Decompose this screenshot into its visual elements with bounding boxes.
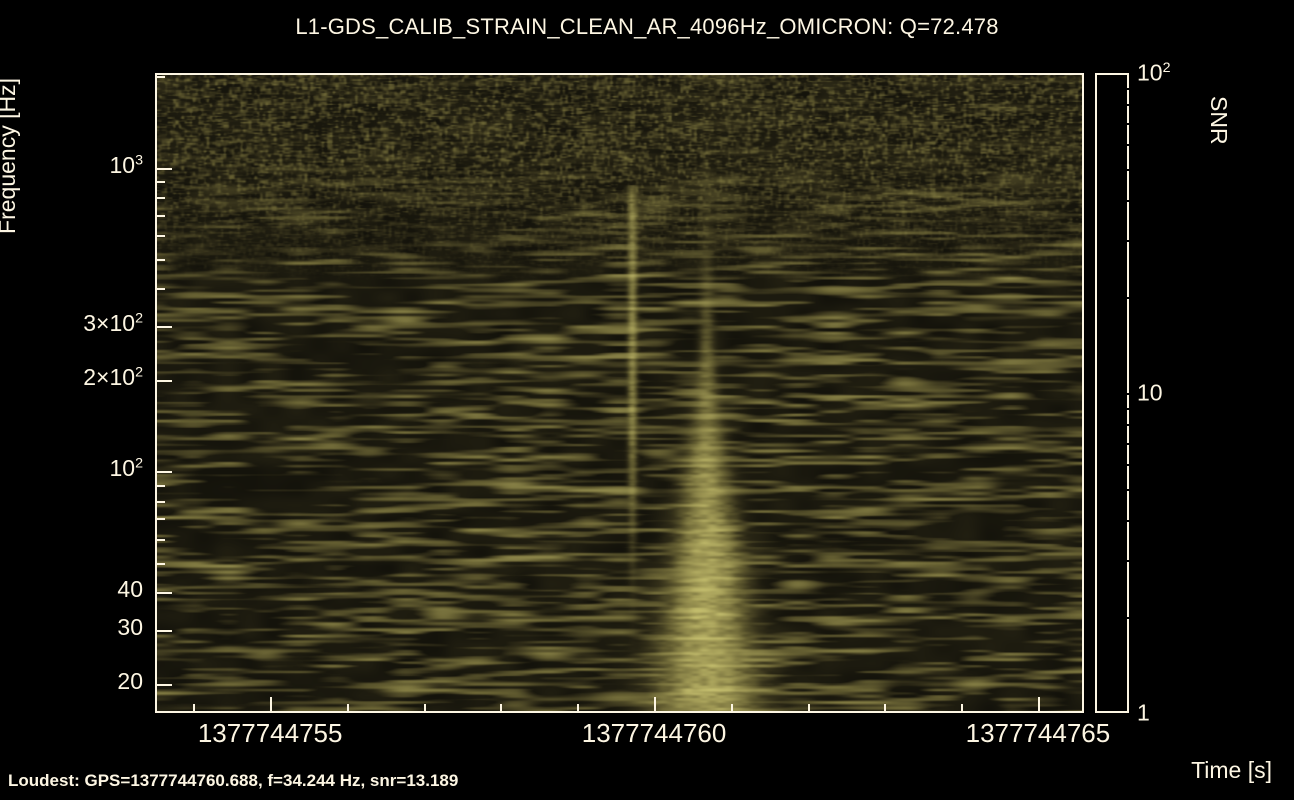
y-axis-tick-label: 30 bbox=[117, 614, 143, 641]
y-axis-minor-tick bbox=[155, 326, 165, 329]
colorbar-tick-mark bbox=[1120, 104, 1131, 106]
x-axis-tick-mark bbox=[423, 704, 426, 713]
colorbar-tick-mark bbox=[1120, 489, 1131, 492]
x-axis-tick-mark bbox=[577, 704, 580, 713]
y-axis-minor-tick bbox=[155, 538, 165, 541]
spectrogram-plot-area bbox=[155, 73, 1084, 713]
y-axis-tick-label: 2×102 bbox=[83, 363, 143, 390]
x-axis-tick-label: 1377744755 bbox=[197, 718, 343, 748]
y-axis-minor-tick bbox=[155, 471, 165, 474]
x-axis-tick-mark bbox=[884, 704, 887, 713]
y-axis-minor-tick bbox=[155, 76, 165, 79]
x-axis-tick-label: 1377744765 bbox=[965, 718, 1111, 748]
x-axis-label: Time [s] bbox=[1191, 757, 1272, 783]
x-axis-tick-mark bbox=[807, 704, 810, 713]
y-axis-minor-tick bbox=[155, 214, 165, 217]
colorbar-tick-mark bbox=[1112, 713, 1131, 715]
colorbar-tick-mark bbox=[1120, 87, 1131, 90]
colorbar-tick-mark bbox=[1120, 424, 1131, 426]
y-axis-minor-tick bbox=[155, 181, 165, 184]
colorbar-tick-mark bbox=[1120, 616, 1131, 619]
x-axis-tick-mark bbox=[500, 704, 503, 713]
y-axis-tick-label: 102 bbox=[109, 455, 143, 482]
colorbar-label: SNR bbox=[1206, 96, 1232, 145]
y-axis-minor-tick bbox=[155, 500, 165, 503]
x-axis-tick-mark bbox=[730, 704, 733, 713]
x-axis-tick-mark bbox=[270, 697, 273, 713]
page-title: L1-GDS_CALIB_STRAIN_CLEAN_AR_4096Hz_OMIC… bbox=[295, 14, 999, 39]
y-axis-tick-label: 103 bbox=[109, 151, 143, 178]
y-axis-minor-tick bbox=[155, 518, 165, 521]
spectrogram-canvas bbox=[157, 75, 1082, 711]
y-axis-minor-tick bbox=[155, 379, 165, 382]
y-axis-minor-tick bbox=[155, 258, 165, 261]
y-axis-minor-tick bbox=[155, 288, 165, 291]
colorbar-tick-mark bbox=[1120, 143, 1131, 146]
colorbar-tick-mark bbox=[1120, 442, 1131, 445]
colorbar-tick-mark bbox=[1120, 122, 1131, 125]
y-axis-minor-tick bbox=[155, 485, 165, 488]
colorbar-tick-label: 1 bbox=[1137, 699, 1150, 726]
colorbar-tick-label: 102 bbox=[1137, 59, 1171, 86]
x-axis-tick-mark bbox=[654, 697, 657, 713]
y-axis-minor-tick bbox=[155, 630, 165, 633]
colorbar-tick-mark bbox=[1120, 240, 1131, 243]
y-axis-tick-label: 40 bbox=[117, 576, 143, 603]
y-axis-minor-tick bbox=[155, 167, 165, 170]
colorbar-tick-mark bbox=[1120, 296, 1131, 299]
y-axis-minor-tick bbox=[155, 683, 165, 686]
x-axis-tick-label: 1377744760 bbox=[581, 718, 727, 748]
colorbar-tick-label: 10 bbox=[1137, 379, 1163, 406]
y-axis-tick-label: 3×102 bbox=[83, 310, 143, 337]
x-axis-tick-mark bbox=[193, 704, 196, 713]
colorbar-tick-mark bbox=[1112, 393, 1131, 395]
colorbar-tick-mark bbox=[1120, 200, 1131, 203]
y-axis-minor-tick bbox=[155, 196, 165, 199]
colorbar-tick-mark bbox=[1120, 520, 1131, 523]
x-axis-tick-mark bbox=[1037, 697, 1040, 713]
y-axis-tick-label: 20 bbox=[117, 667, 143, 694]
loudest-event-caption: Loudest: GPS=1377744760.688, f=34.244 Hz… bbox=[8, 771, 459, 790]
x-axis-tick-mark bbox=[346, 704, 349, 713]
y-axis-minor-tick bbox=[155, 562, 165, 565]
y-axis-minor-tick bbox=[155, 234, 165, 237]
y-axis-label: Frequency [Hz] bbox=[0, 78, 20, 234]
colorbar-tick-mark bbox=[1120, 463, 1131, 466]
colorbar-tick-mark bbox=[1120, 407, 1131, 410]
colorbar-tick-mark bbox=[1120, 169, 1131, 172]
colorbar-tick-mark bbox=[1120, 560, 1131, 563]
x-axis-tick-mark bbox=[961, 704, 964, 713]
y-axis-minor-tick bbox=[155, 592, 165, 595]
